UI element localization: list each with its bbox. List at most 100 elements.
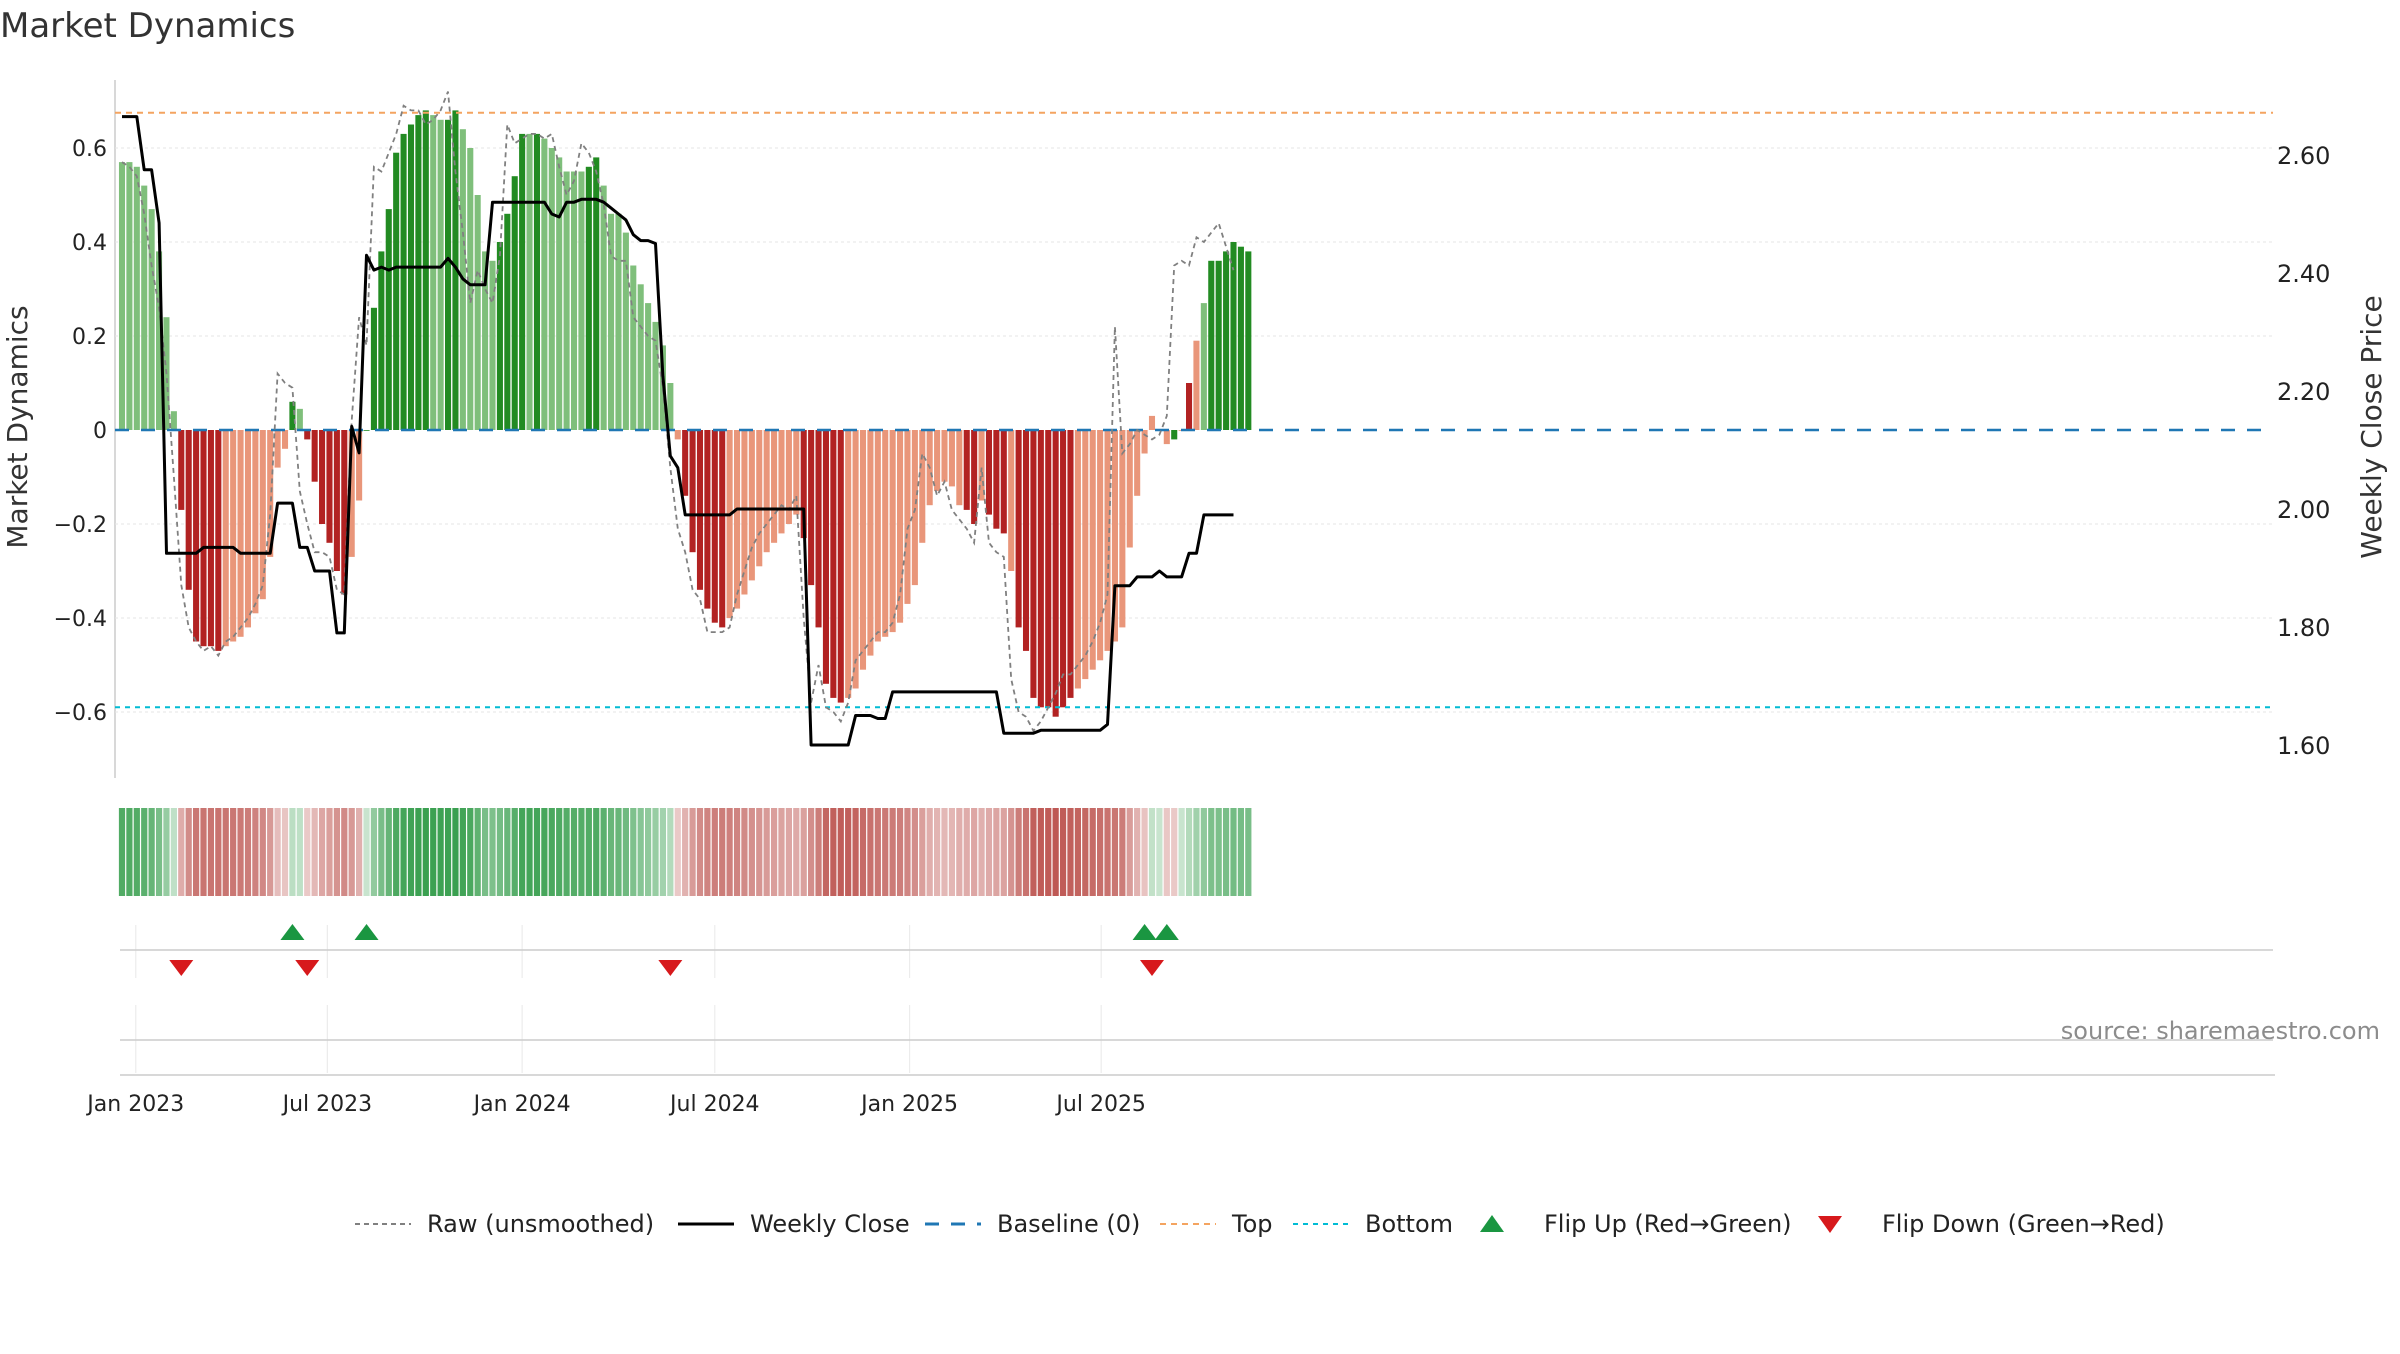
heatmap-cell — [289, 808, 296, 896]
heatmap-cell — [845, 808, 852, 896]
heatmap-cell — [1008, 808, 1015, 896]
heatmap-cell — [593, 808, 600, 896]
market-dynamics-bar — [748, 430, 755, 581]
market-dynamics-bar — [504, 213, 511, 430]
market-dynamics-bar — [578, 171, 585, 430]
heatmap-cell — [1126, 808, 1133, 896]
market-dynamics-bar — [445, 119, 452, 431]
heatmap-cell — [207, 808, 215, 896]
market-dynamics-bar — [222, 430, 229, 647]
market-dynamics-bar — [1067, 430, 1074, 698]
heatmap-cell — [348, 808, 355, 896]
market-dynamics-bar — [667, 383, 674, 430]
heatmap-cell — [1141, 808, 1148, 896]
heatmap-cell — [696, 808, 704, 896]
market-dynamics-bar — [296, 408, 303, 430]
market-dynamics-bar — [400, 133, 407, 430]
heatmap-cell — [1030, 808, 1037, 896]
x-tick-label: Jul 2023 — [281, 1092, 373, 1117]
market-dynamics-bar — [867, 430, 874, 656]
right-y-tick-label: 2.00 — [2277, 496, 2330, 524]
heatmap-cell — [674, 808, 681, 896]
heatmap-cell — [896, 808, 904, 896]
market-dynamics-bar — [200, 430, 207, 647]
heatmap-cell — [1059, 808, 1067, 896]
right-y-tick-label: 1.60 — [2277, 732, 2330, 760]
heatmap-cell — [400, 808, 407, 896]
left-y-tick-label: 0.2 — [72, 325, 107, 350]
market-dynamics-bar — [348, 430, 355, 557]
heatmap-cell — [1156, 808, 1163, 896]
heatmap-cell — [837, 808, 844, 896]
market-dynamics-bar — [452, 110, 459, 431]
market-dynamics-bar — [1237, 246, 1244, 430]
heatmap-cell — [1230, 808, 1237, 896]
heatmap-cell — [704, 808, 711, 896]
market-dynamics-bar — [489, 260, 496, 430]
market-dynamics-bar — [904, 430, 911, 604]
market-dynamics-bar — [963, 430, 970, 510]
heatmap-cell — [118, 808, 126, 896]
market-dynamics-bar — [1148, 415, 1156, 430]
market-dynamics-bar — [267, 430, 274, 557]
left-y-tick-label: 0.6 — [72, 137, 107, 162]
market-dynamics-bar — [333, 430, 340, 571]
x-tick-label: Jul 2025 — [1054, 1092, 1146, 1117]
market-dynamics-bar — [830, 430, 837, 698]
market-dynamics-bar — [800, 430, 807, 539]
heatmap-cell — [733, 808, 741, 896]
market-dynamics-bar — [911, 430, 918, 586]
heatmap-cell — [607, 808, 615, 896]
market-dynamics-bar — [370, 307, 377, 430]
heatmap-cell — [430, 808, 437, 896]
heatmap-cell — [1097, 808, 1104, 896]
heatmap-cell — [948, 808, 956, 896]
heatmap-cell — [941, 808, 948, 896]
market-dynamics-bar — [415, 115, 422, 430]
market-dynamics-bar — [897, 430, 904, 623]
heatmap-cell — [459, 808, 466, 896]
heatmap-cell — [192, 808, 200, 896]
heatmap-cell — [637, 808, 644, 896]
heatmap-cell — [852, 808, 859, 896]
market-dynamics-bar — [230, 430, 237, 642]
heatmap-cell — [356, 808, 363, 896]
legend-label: Flip Down (Green→Red) — [1882, 1210, 2165, 1238]
heatmap-cell — [170, 808, 177, 896]
heatmap-cell — [1193, 808, 1200, 896]
left-y-tick-label: −0.2 — [54, 513, 107, 538]
right-y-tick-label: 2.60 — [2277, 142, 2330, 170]
heatmap-cell — [904, 808, 911, 896]
heatmap-cell — [519, 808, 526, 896]
market-dynamics-bar — [615, 213, 622, 430]
heatmap-cell — [252, 808, 259, 896]
market-dynamics-bar — [1230, 242, 1237, 430]
market-dynamics-bar — [385, 209, 392, 430]
market-dynamics-bar — [363, 430, 370, 431]
flip-down-marker — [295, 960, 320, 976]
heatmap-cell — [971, 808, 978, 896]
right-y-tick-label: 2.40 — [2277, 260, 2330, 288]
heatmap-cell — [163, 808, 170, 896]
heatmap-cell — [378, 808, 385, 896]
market-dynamics-bar — [1186, 383, 1193, 430]
heatmap-cell — [326, 808, 333, 896]
weekly-close-line — [122, 115, 1234, 747]
heatmap-cell — [956, 808, 963, 896]
heatmap-cell — [237, 808, 244, 896]
heatmap-cell — [711, 808, 718, 896]
market-dynamics-bar — [852, 430, 859, 689]
heatmap-cell — [1171, 808, 1178, 896]
market-dynamics-bar — [711, 430, 718, 623]
market-dynamics-bar — [874, 430, 881, 642]
heatmap-cell — [141, 808, 148, 896]
market-dynamics-bar — [837, 430, 844, 703]
market-dynamics-bar — [645, 303, 652, 430]
heatmap-cell — [1111, 808, 1119, 896]
legend-flip-up-swatch — [1480, 1215, 1504, 1232]
flip-up-marker — [1154, 924, 1179, 940]
flip-up-marker — [1132, 924, 1157, 940]
market-dynamics-bar — [556, 157, 563, 430]
market-dynamics-bar — [511, 176, 518, 430]
